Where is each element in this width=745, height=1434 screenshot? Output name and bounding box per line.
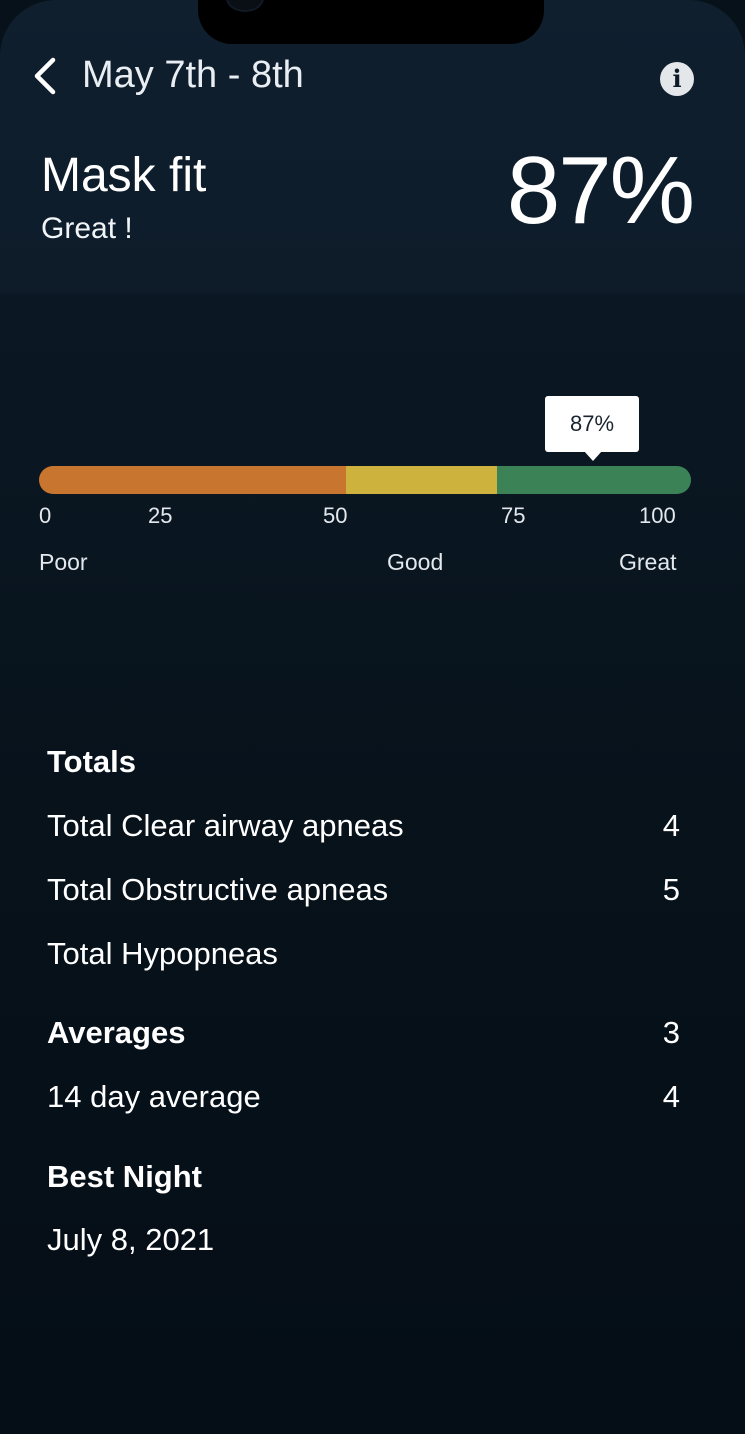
stat-row-obstructive: Total Obstructive apneas 5	[47, 872, 680, 908]
averages-heading: Averages	[47, 1015, 186, 1050]
scale-label-good: Good	[387, 549, 444, 575]
metric-rating: Great !	[41, 212, 133, 245]
stat-label: Total Obstructive apneas	[47, 872, 389, 907]
stat-row-hypopneas: Total Hypopneas	[47, 936, 680, 972]
metric-value: 87%	[506, 137, 695, 244]
camera	[226, 0, 264, 12]
best-night-date-row: July 8, 2021	[47, 1222, 680, 1258]
back-button[interactable]	[28, 54, 60, 98]
totals-heading-row: Totals	[47, 744, 680, 780]
best-night-heading-row: Best Night	[47, 1159, 680, 1195]
metric-name: Mask fit	[41, 149, 207, 202]
stat-row-14-day-average: 14 day average 4	[47, 1079, 680, 1115]
stat-value: 4	[662, 1079, 680, 1114]
stat-value: 5	[662, 872, 680, 907]
scale-tick-50: 50	[323, 503, 348, 528]
scale-segment-good	[346, 466, 497, 494]
scale-segment-poor	[39, 466, 346, 494]
info-icon: i	[672, 64, 682, 93]
score-marker: 87%	[545, 396, 639, 461]
device-notch	[198, 0, 544, 44]
best-night-heading: Best Night	[47, 1159, 202, 1194]
chevron-left-icon	[34, 57, 56, 95]
info-button[interactable]: i	[660, 62, 694, 96]
stat-row-clear-airway: Total Clear airway apneas 4	[47, 808, 680, 844]
stat-label: Total Clear airway apneas	[47, 808, 404, 843]
stat-value: 4	[662, 808, 680, 843]
stat-value: 3	[662, 1015, 680, 1050]
date-range-title: May 7th - 8th	[82, 54, 304, 96]
stat-label: 14 day average	[47, 1079, 261, 1114]
scale-segment-great	[497, 466, 691, 494]
scale-label-great: Great	[619, 549, 677, 575]
scale-tick-0: 0	[39, 503, 52, 528]
stat-label: Total Hypopneas	[47, 936, 278, 971]
scale-tick-75: 75	[501, 503, 526, 528]
best-night-date: July 8, 2021	[47, 1222, 215, 1257]
averages-heading-row: Averages 3	[47, 1015, 680, 1051]
scale-label-poor: Poor	[39, 549, 88, 575]
scale-tick-25: 25	[148, 503, 173, 528]
totals-heading: Totals	[47, 744, 136, 779]
scale-tick-100: 100	[639, 503, 676, 528]
score-scale-bar	[39, 466, 691, 494]
